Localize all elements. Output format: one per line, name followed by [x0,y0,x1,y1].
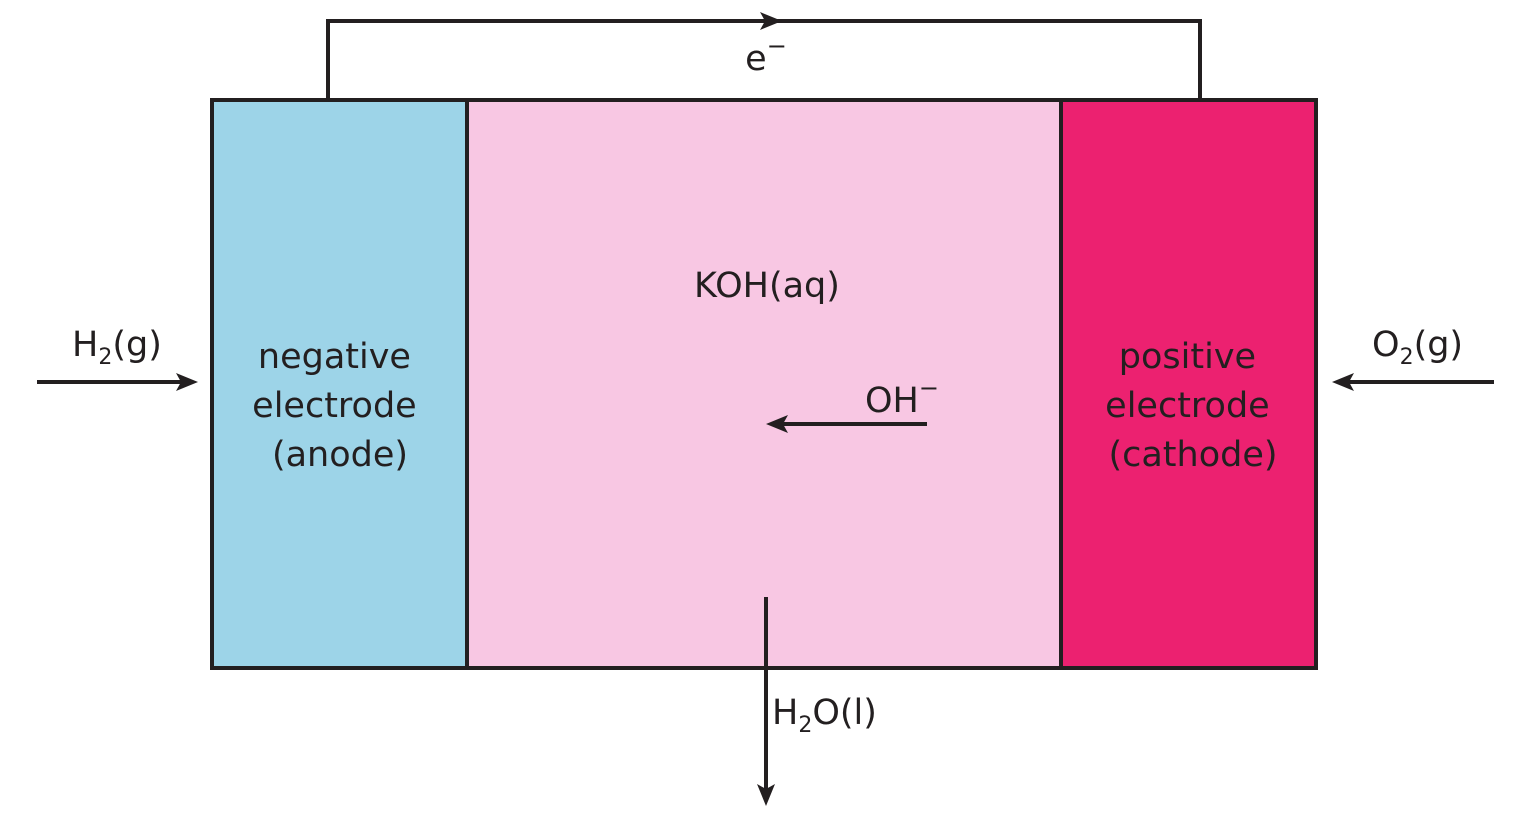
external-circuit-wire [326,19,1202,100]
oxygen-input-arrowhead [1332,373,1354,391]
electron-label: e− [745,32,787,79]
anode-compartment [212,100,467,668]
hydrogen-input-label: H2(g) [72,325,162,370]
cathode-compartment [1061,100,1316,668]
water-output-label: H2O(l) [772,693,877,738]
oxygen-input-label: O2(g) [1372,325,1463,370]
electrolyte-label: KOH(aq) [694,266,840,306]
electrolyte-compartment [467,100,1061,668]
hydroxide-ion-label: OH− [865,374,939,421]
cathode-label-line-1: positive [1119,337,1256,377]
cathode-label-line-3: (cathode) [1108,435,1277,475]
water-output-arrowhead [757,784,775,806]
anode-label-line-1: negative [258,337,411,377]
hydrogen-input-arrowhead [176,373,198,391]
cathode-label: positive electrode (cathode) [1105,337,1281,475]
cathode-label-line-2: electrode [1105,386,1270,426]
anode-label-line-3: (anode) [272,435,408,475]
anode-label-line-2: electrode [252,386,417,426]
hydroxide-flow-arrowhead [766,415,788,433]
anode-label: negative electrode (anode) [252,337,428,475]
electron-flow-arrowhead [760,12,782,30]
